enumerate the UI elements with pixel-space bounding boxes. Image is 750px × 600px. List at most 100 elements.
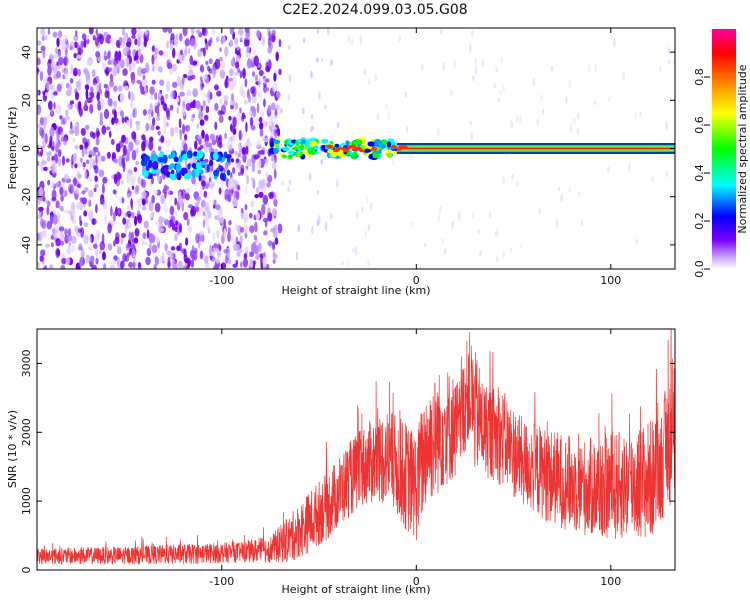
spectrogram-cell [89, 149, 93, 155]
spectrogram-band-cell [321, 138, 329, 144]
spectrogram-cell [250, 200, 255, 208]
spectrogram-cell [42, 49, 46, 59]
spectrogram-cell [367, 260, 370, 266]
spectrogram-cell [244, 166, 247, 178]
spectrogram-cell [117, 256, 120, 267]
spectrogram-cell [60, 205, 64, 212]
spectrogram-cell [249, 225, 255, 234]
spectrogram-cell [232, 116, 237, 128]
spectrogram-cell [217, 141, 220, 148]
spectrogram-cell [115, 206, 118, 217]
spectrogram-cell [471, 29, 474, 38]
spectrogram-cell [107, 97, 113, 107]
spectrogram-cell [495, 255, 499, 263]
spectrogram-cell [150, 124, 155, 131]
snr-panel: -100 0 100 0 1000 2000 3000 Height of straigh… [6, 328, 676, 596]
spectrogram-cell [44, 264, 48, 269]
spectrogram-cell [51, 59, 56, 68]
spectrogram-cell [109, 37, 114, 44]
spectrogram-cell [225, 162, 229, 169]
spectrogram-cell [223, 228, 227, 239]
spectrogram-cell [77, 68, 81, 77]
spectrogram-cell [170, 90, 175, 99]
spectrogram-cell [205, 60, 209, 65]
spectrogram-cell [107, 51, 111, 60]
spectrogram-cell [74, 30, 78, 37]
spectrogram-cell [220, 61, 226, 71]
spectrogram-cell [73, 71, 78, 76]
chart-title: C2E2.2024.099.03.05.G08 [282, 2, 467, 18]
spectrogram-cell [137, 48, 142, 58]
spectrogram-cell [88, 189, 94, 198]
spectrogram-cell [74, 91, 80, 101]
spectrogram-cell [184, 96, 189, 104]
spectrogram-cell [175, 220, 179, 226]
spectrogram-band-cell [182, 153, 189, 161]
spectrogram-cell [439, 205, 442, 214]
spectrogram-cell [326, 28, 330, 36]
spectrogram-band-hotspot [396, 147, 403, 151]
spectrogram-x-axis-label: Height of straight line (km) [281, 284, 430, 297]
spectrogram-cell [354, 246, 358, 256]
spectrogram-band-cell [162, 154, 168, 164]
spectrogram-cell [121, 197, 125, 204]
spectrogram-cell [120, 236, 124, 245]
spectrogram-cell [151, 45, 155, 52]
spectrogram-cell [263, 230, 268, 236]
spectrogram-cell [256, 102, 260, 114]
spectrogram-cell [190, 37, 196, 47]
spectrogram-cell [137, 66, 143, 77]
spectrogram-cell [176, 97, 180, 103]
spectrogram-cell [253, 55, 259, 67]
spectrogram-cell [59, 115, 62, 120]
spectrogram-cell [272, 208, 278, 217]
spectrogram-cell [555, 218, 559, 229]
spectrogram-cell [167, 189, 171, 196]
spectrogram-cell [68, 183, 74, 194]
spectrogram-cell [236, 251, 241, 257]
spectrogram-cell [228, 258, 232, 265]
spectrogram-cell [161, 252, 165, 261]
spectrogram-band-cell [299, 143, 305, 151]
spectrogram-cell [132, 261, 136, 269]
spectrogram-cell [190, 28, 195, 36]
spectrogram-cell [532, 78, 535, 86]
spectrogram-cell [64, 117, 68, 123]
spectrogram-cell [56, 83, 62, 93]
spectrogram-cell [268, 192, 274, 200]
spectrogram-cell [266, 87, 270, 92]
spectrogram-cell [311, 225, 314, 235]
spectrogram-cell [182, 264, 186, 269]
spectrogram-cell [500, 56, 503, 64]
spectrogram-cell [316, 29, 320, 34]
spectrogram-cell [267, 37, 272, 48]
colorbar-tick-label: 0.4 [693, 164, 706, 182]
colorbar-ticks: 0.0 0.2 0.4 0.6 0.8 [693, 68, 710, 278]
spectrogram-band-cell [173, 156, 179, 163]
spectrogram-cell [263, 84, 268, 94]
spectrogram-cell [192, 88, 198, 98]
spectrogram-cell [60, 264, 66, 269]
spectrogram-cell [79, 220, 83, 226]
spectrogram-cell [74, 144, 79, 150]
spectrogram-cell [126, 205, 130, 211]
spectrogram-cell [123, 85, 129, 91]
spectrogram-cell [205, 202, 210, 213]
spectrogram-cell [263, 119, 267, 128]
spectrogram-cell [234, 224, 238, 231]
spectrogram-cell [181, 106, 187, 117]
spectrogram-cell [198, 111, 203, 121]
spectrogram-cell [69, 78, 74, 84]
spectrogram-cell [217, 109, 223, 116]
spectrogram-cell [89, 235, 92, 244]
spectrogram-cell [211, 251, 216, 257]
spectrogram-cell [133, 55, 137, 61]
spectrogram-cell [263, 138, 269, 143]
spectrogram-cell [185, 237, 189, 246]
spectrogram-band-cell [226, 154, 232, 159]
spectrogram-band-cell [176, 172, 182, 181]
spectrogram-cell [211, 139, 217, 146]
spectrogram-cell [79, 256, 84, 268]
spectrogram-cell [120, 232, 126, 238]
